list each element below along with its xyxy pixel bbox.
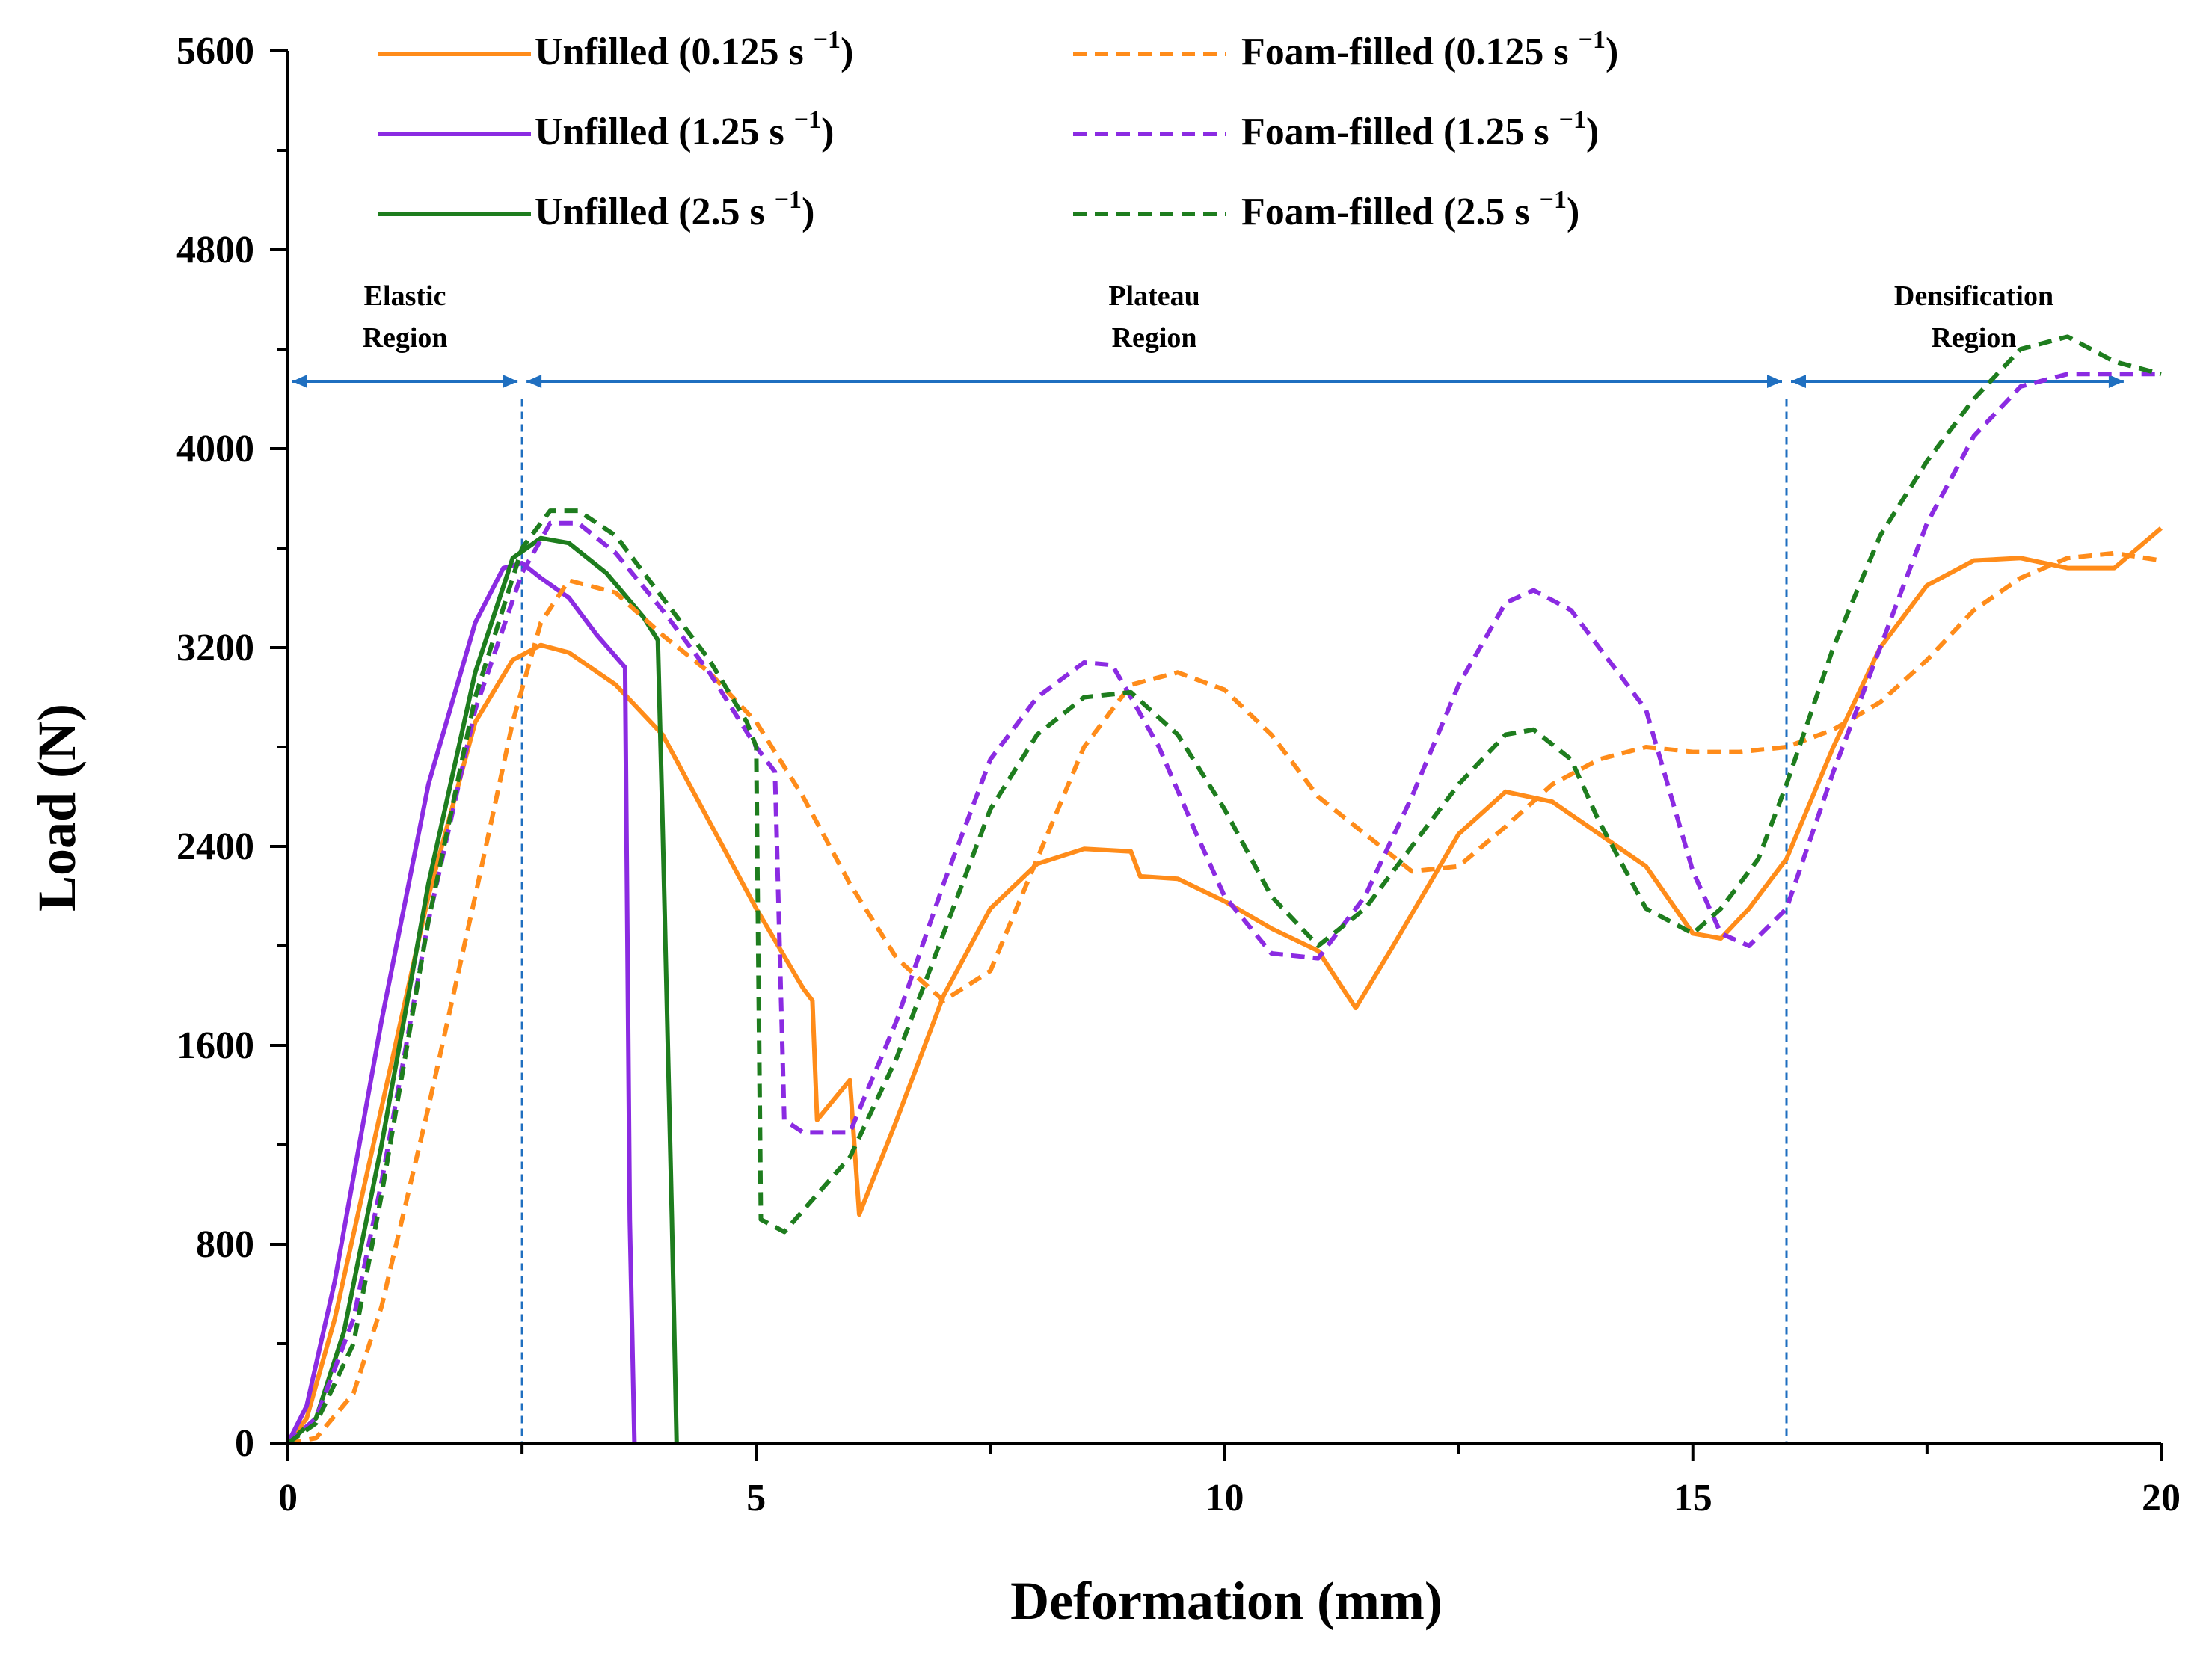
x-tick-label: 10 — [1205, 1477, 1244, 1519]
legend-entry-label: Unfilled (2.5 s −1) — [535, 186, 814, 233]
x-tick-label: 20 — [2142, 1477, 2181, 1519]
region-arrowhead-right — [1767, 375, 1782, 388]
legend-entry-label: Foam-filled (0.125 s −1) — [1241, 26, 1618, 73]
y-tick-label: 5600 — [176, 30, 254, 73]
legend: Unfilled (0.125 s −1) Unfilled (1.25 s −1… — [378, 26, 1618, 233]
unfilled-series-line — [286, 535, 679, 1445]
legend-entry-label: Foam-filled (1.25 s −1) — [1241, 106, 1599, 153]
series-lines — [286, 334, 2163, 1445]
region-label-line1: Elastic — [364, 280, 446, 312]
y-tick-label: 0 — [235, 1422, 254, 1465]
region-arrowhead-left — [292, 375, 307, 388]
foam-filled-series-line — [286, 372, 2161, 1445]
y-tick-label: 4000 — [176, 428, 254, 470]
legend-entry-label: Foam-filled (2.5 s −1) — [1241, 186, 1579, 233]
region-annotations: Elastic Region Plateau Region Densification R… — [292, 280, 2124, 1443]
y-axis-title: Load (N) — [27, 704, 87, 912]
x-axis-title: Deformation (mm) — [1010, 1571, 1443, 1631]
unfilled-series-line — [286, 561, 637, 1445]
region-label-line2: Region — [1112, 322, 1197, 354]
y-tick-label: 1600 — [176, 1024, 254, 1067]
x-tick-label: 0 — [278, 1477, 298, 1519]
region-label-line2: Region — [363, 322, 448, 354]
axes: 0 5 10 15 20 0 800 1600 2400 3200 4000 4800 5600 — [176, 30, 2181, 1519]
y-tick-label: 4800 — [176, 229, 254, 271]
foam-filled-series-line — [286, 334, 2162, 1445]
legend-entry-label: Unfilled (0.125 s −1) — [535, 26, 853, 73]
region-arrowhead-left — [526, 375, 542, 388]
y-tick-label: 2400 — [176, 826, 254, 868]
region-arrowhead-left — [1791, 375, 1806, 388]
region-label-line2: Region — [1932, 322, 2017, 354]
x-tick-label: 5 — [746, 1477, 766, 1519]
x-tick-label: 15 — [1674, 1477, 1712, 1519]
region-arrowhead-right — [2108, 375, 2124, 388]
unfilled-series-line — [286, 526, 2163, 1445]
foam-filled-series-line — [287, 550, 2162, 1445]
region-label-line1: Plateau — [1108, 280, 1199, 312]
region-label-line1: Densification — [1894, 280, 2053, 312]
legend-entry-label: Unfilled (1.25 s −1) — [535, 106, 834, 153]
y-tick-label: 3200 — [176, 627, 254, 669]
y-tick-label: 800 — [196, 1223, 254, 1266]
region-arrowhead-right — [503, 375, 518, 388]
